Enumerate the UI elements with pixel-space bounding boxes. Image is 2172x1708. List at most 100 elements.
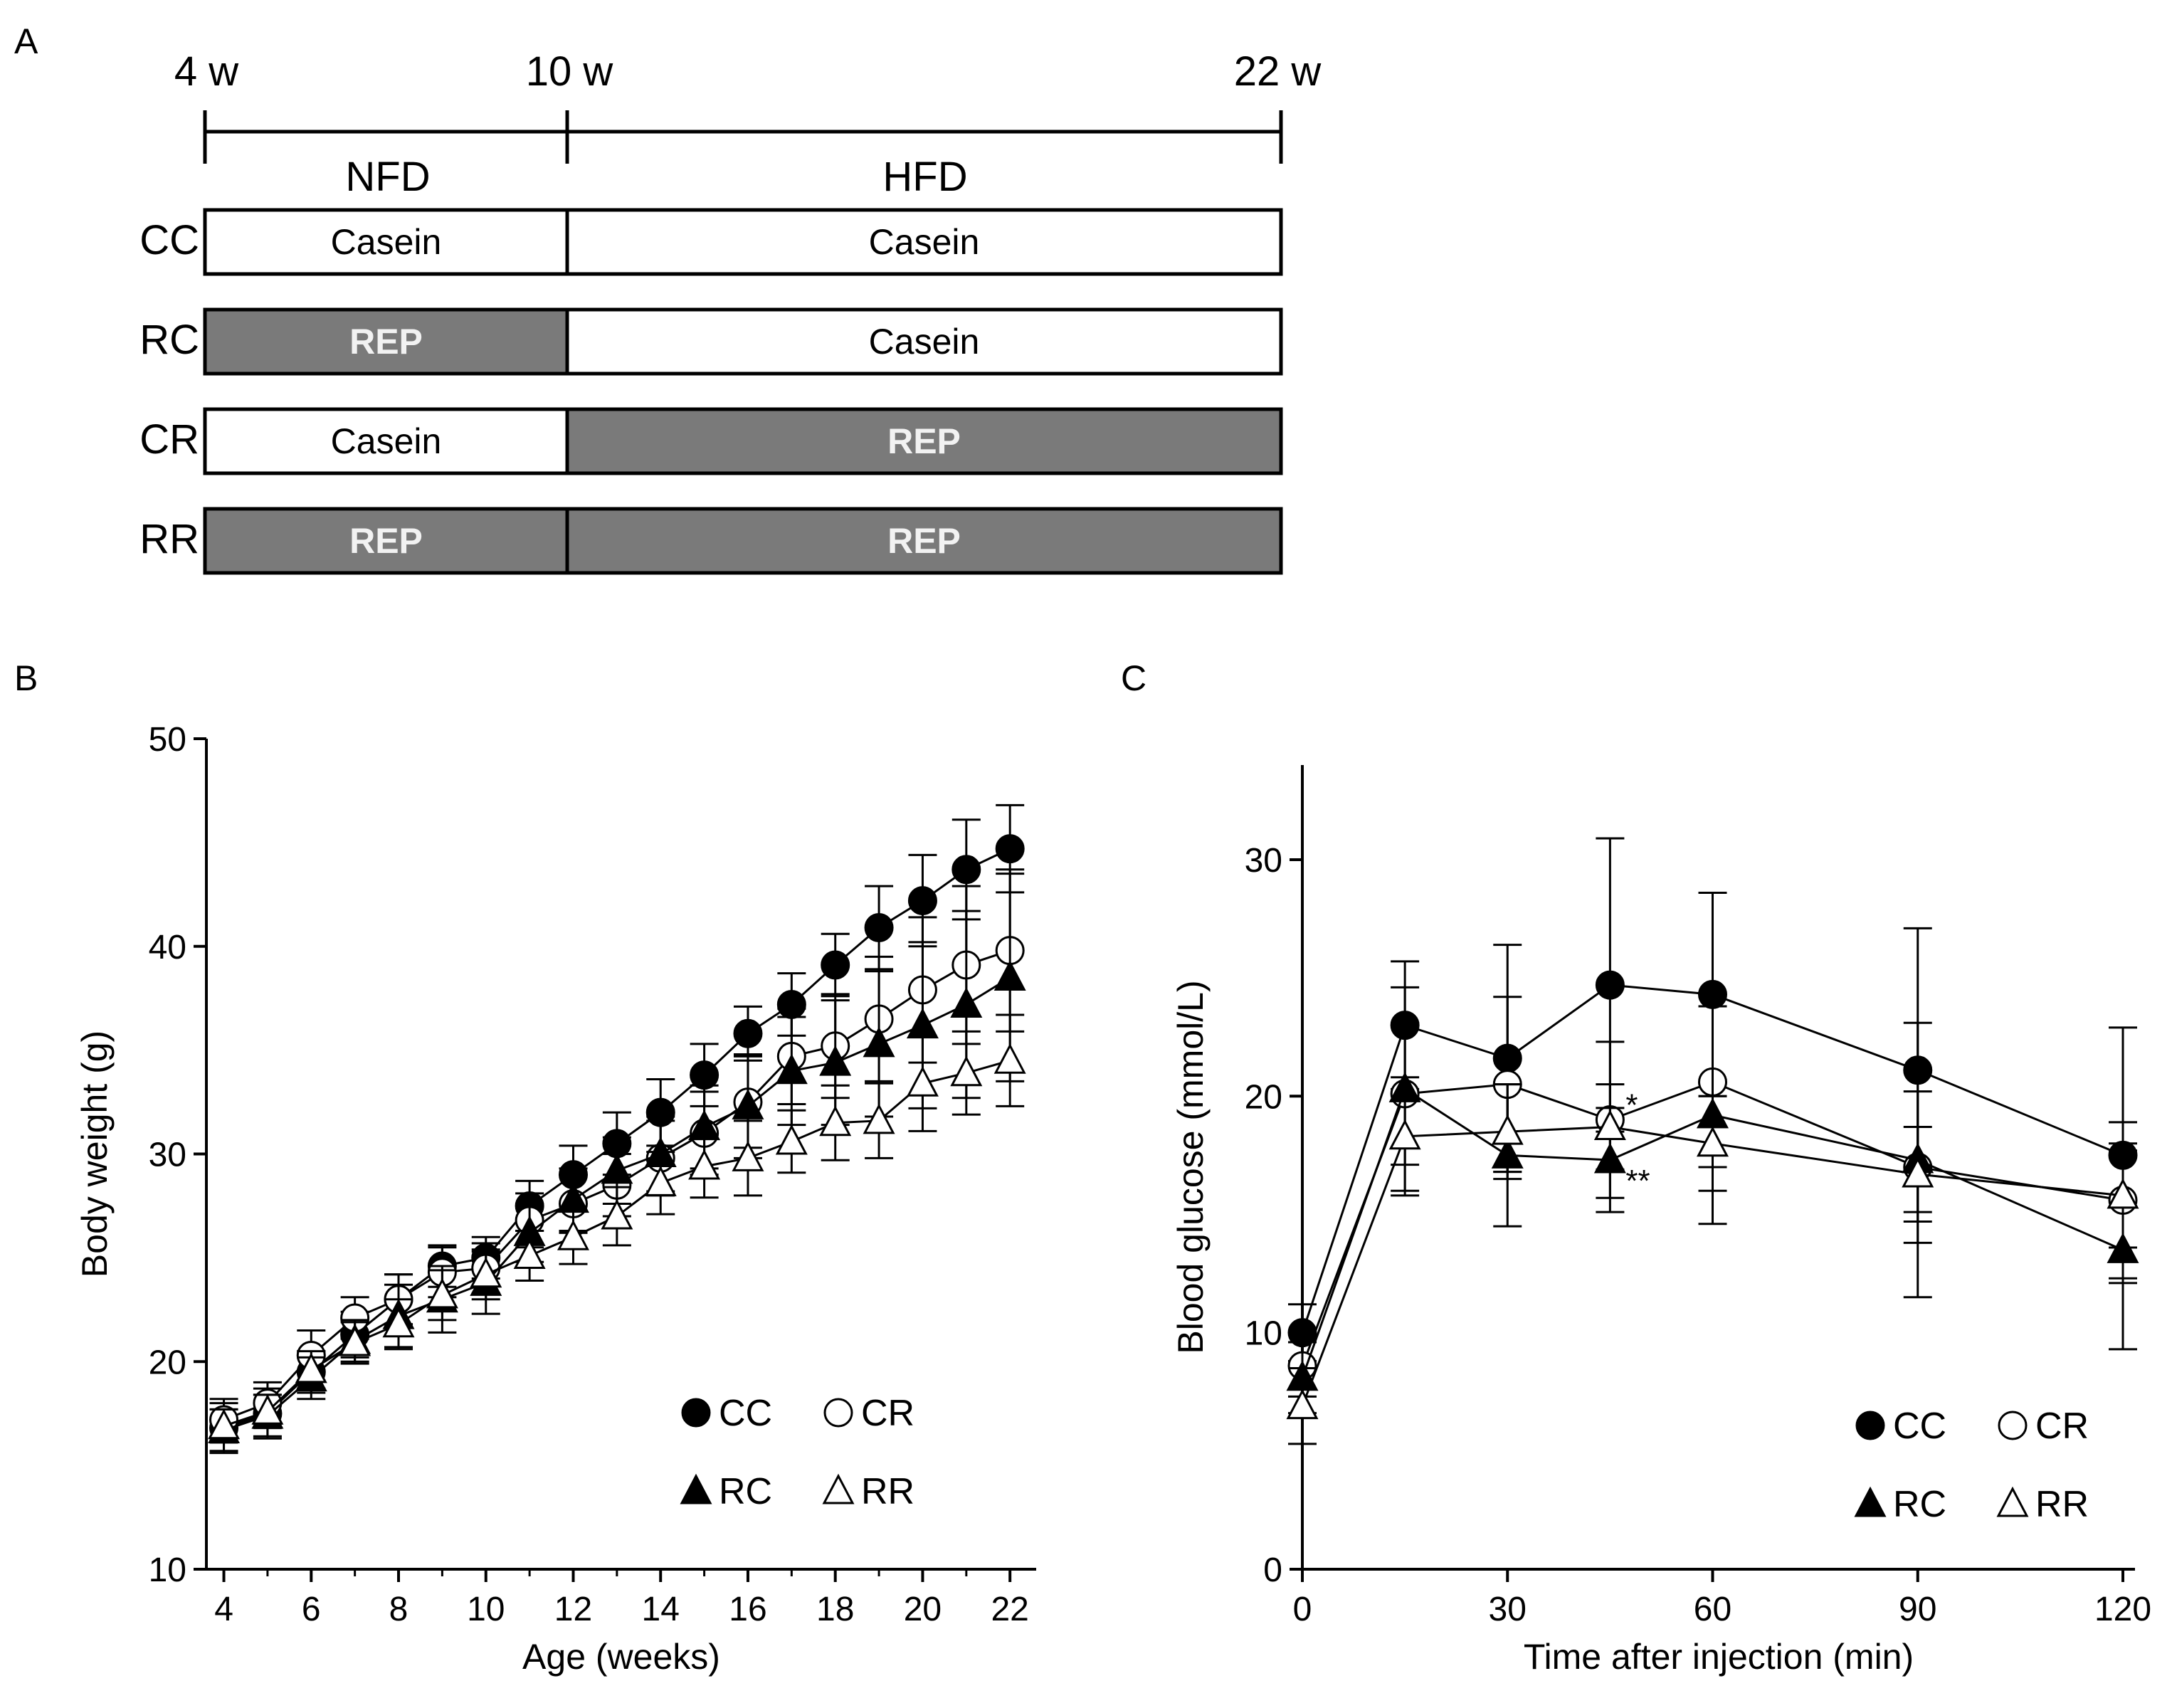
chart-body-weight: 10 20 30 40 50 4 6 8 10 12 14 16 18 20 22 Age (weeks) Bo… (75, 721, 1036, 1677)
legend-item-rr: RR (822, 1471, 914, 1512)
y-tick-label: 0 (1263, 1551, 1282, 1589)
series-rc (208, 873, 1026, 1453)
data-point (995, 834, 1025, 864)
chart-blood-glucose: 0 10 20 30 0 30 60 90 120 Time after injection (m… (1171, 765, 2151, 1677)
x-tick-label: 60 (1694, 1591, 1731, 1628)
legend-marker (822, 1473, 855, 1504)
significance-marker: * (1625, 1088, 1638, 1123)
x-tick-label: 22 (991, 1591, 1028, 1628)
diet-label: REP (887, 421, 961, 461)
data-point (1595, 970, 1625, 1000)
x-tick-label: 18 (816, 1591, 854, 1628)
data-point (1902, 1156, 1934, 1188)
data-point (601, 1198, 633, 1230)
x-tick-label: 20 (904, 1591, 942, 1628)
legend-item-cc: CC (1855, 1406, 1946, 1447)
data-point (1697, 1126, 1729, 1157)
diet-label: REP (349, 521, 423, 561)
data-point (951, 855, 981, 885)
data-point (208, 1408, 241, 1440)
legend-marker (1996, 1486, 2029, 1517)
series-rc (1286, 986, 2139, 1415)
data-point (1388, 1119, 1421, 1150)
data-point (864, 912, 894, 942)
data-point (993, 1043, 1026, 1074)
data-point (821, 950, 850, 980)
diet-row-cc: CC Casein Casein (139, 208, 1283, 276)
legend-marker (680, 1473, 712, 1504)
legend: CC CR RC RR (1854, 1406, 2089, 1525)
group-label: RC (139, 317, 199, 363)
series-cc (209, 803, 1025, 1455)
legend-item-rc: RC (1854, 1484, 1946, 1525)
data-point (775, 1053, 808, 1085)
data-point (513, 1238, 546, 1269)
y-axis-title: Blood glucose (mmol/L) (1171, 980, 1211, 1354)
data-point (863, 1103, 895, 1134)
data-point (950, 987, 983, 1018)
legend-marker (1998, 1411, 2028, 1440)
data-point (906, 1008, 939, 1039)
legend-label: CC (1893, 1406, 1946, 1447)
x-axis-title: Age (weeks) (522, 1637, 720, 1677)
legend-item-cr: CR (1998, 1406, 2089, 1447)
data-point (950, 1055, 983, 1087)
data-point (339, 1325, 371, 1356)
y-tick-label: 50 (149, 721, 186, 759)
timeline-start-label: 4 w (174, 48, 239, 95)
data-point (733, 1018, 763, 1048)
legend-marker (823, 1398, 853, 1428)
panel-c: C 0 10 20 30 0 30 60 90 120 Time after injection … (1121, 658, 2151, 1677)
diet-bar-rep (565, 507, 1283, 575)
data-point (2107, 1178, 2139, 1209)
legend-label: RR (2035, 1484, 2089, 1525)
legend-label: RR (861, 1471, 914, 1512)
data-point (601, 1153, 633, 1184)
legend-label: RC (1893, 1484, 1946, 1525)
diet-bar-rep (203, 307, 569, 376)
data-point (775, 1124, 808, 1155)
y-tick-label: 10 (149, 1551, 186, 1589)
x-tick-label: 0 (1293, 1591, 1312, 1628)
data-point (1286, 1388, 1319, 1420)
diet-label: Casein (331, 421, 442, 461)
panel-b: B 10 20 30 40 50 4 6 8 10 12 14 16 18 20 22 Age (weeks)… (14, 658, 1036, 1677)
legend-label: CR (861, 1393, 914, 1434)
x-tick-label: 14 (642, 1591, 680, 1628)
x-tick-label: 16 (729, 1591, 766, 1628)
data-point (1593, 1109, 1626, 1140)
group-label: CR (139, 416, 199, 463)
phase-first-label: NFD (345, 154, 430, 200)
panel-a: A 4 w 10 w 22 w NFD HFD CC Casein CaseinRC… (14, 21, 1322, 575)
data-point (993, 960, 1026, 991)
legend-label: CC (719, 1393, 772, 1434)
diet-bar-casein (565, 307, 1283, 376)
diet-label: REP (887, 521, 961, 561)
data-point (819, 1045, 852, 1076)
diet-row-cr: CR Casein REP (139, 407, 1283, 475)
diet-label: Casein (331, 222, 442, 262)
legend-label: CR (2035, 1406, 2089, 1447)
y-tick-label: 20 (1245, 1078, 1282, 1116)
diet-label: Casein (869, 322, 980, 362)
legend-marker (681, 1398, 711, 1428)
diet-row-rc: RC REP Casein (139, 307, 1283, 376)
group-label: CC (139, 217, 199, 263)
data-point (644, 1166, 677, 1196)
data-point (557, 1219, 589, 1250)
series-rr (208, 1013, 1026, 1444)
x-tick-label: 8 (389, 1591, 408, 1628)
diet-rows: CC Casein Casein RC REP Casein CR Casein REP RR RE… (139, 208, 1283, 575)
legend-item-cr: CR (823, 1393, 914, 1434)
timeline-middle-label: 10 w (526, 48, 614, 95)
legend-marker (1854, 1486, 1887, 1517)
x-tick-label: 30 (1489, 1591, 1527, 1628)
y-tick-label: 30 (149, 1137, 186, 1174)
data-point (382, 1307, 415, 1338)
x-tick-label: 4 (214, 1591, 233, 1628)
phase-second-label: HFD (882, 154, 967, 200)
x-tick-label: 6 (302, 1591, 321, 1628)
diet-row-rr: RR REP REP (139, 507, 1283, 575)
data-point (819, 1105, 852, 1137)
